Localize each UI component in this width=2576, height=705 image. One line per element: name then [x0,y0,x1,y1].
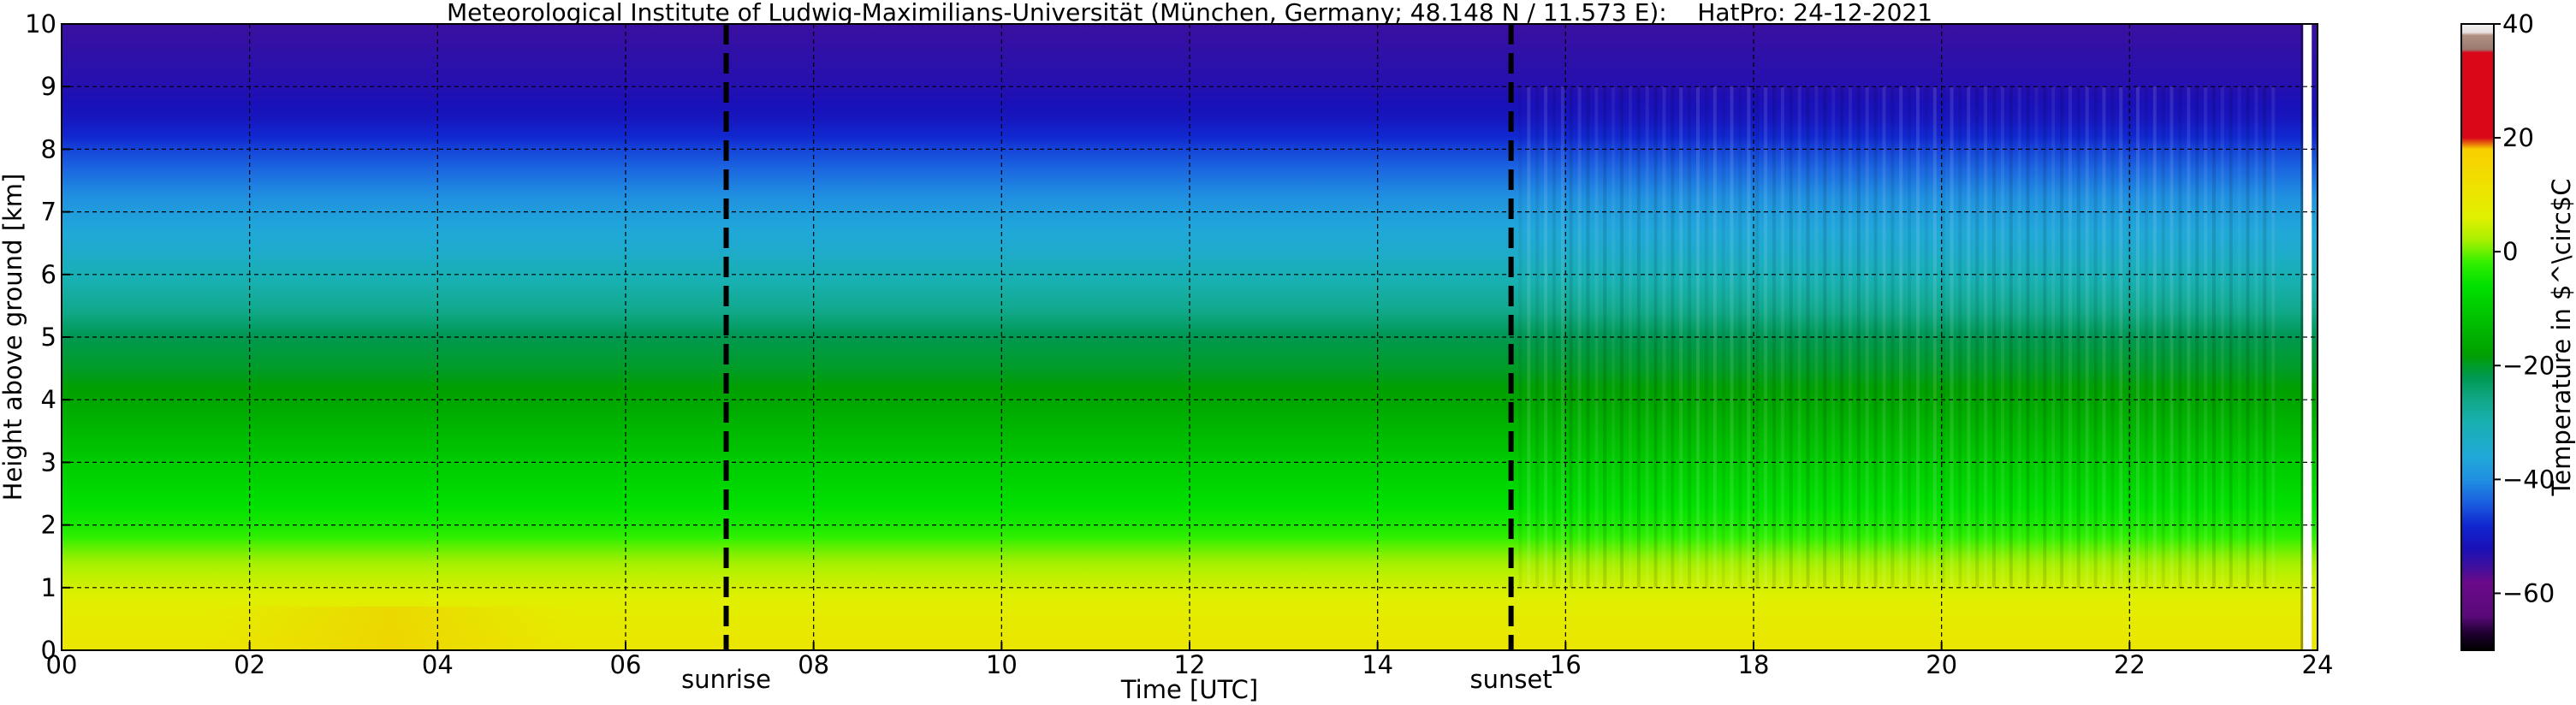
y-tick-label: 0 [41,636,56,665]
x-tick-label: 22 [2114,650,2146,679]
texture-streak [1899,86,1903,588]
texture-streak [1984,86,1988,588]
texture-streak [1544,86,1548,588]
texture-streak [2060,86,2064,588]
texture-streak [2076,86,2080,588]
data-gap [2303,24,2312,650]
texture-streak [1738,86,1742,588]
chart-title: Meteorological Institute of Ludwig-Maxim… [447,0,1932,27]
colorbar-scale [2461,24,2494,650]
texture-streak [1991,86,1996,588]
x-tick-label: 08 [798,650,829,679]
colorbar-tick-label: −20 [2502,351,2555,380]
texture-streak [1552,86,1556,588]
y-tick-label: 1 [41,573,56,602]
y-axis-label: Height above ground [km] [0,174,27,501]
y-tick-label: 6 [41,260,56,289]
y-tick-label: 5 [41,323,56,352]
x-tick-label: 14 [1362,650,1393,679]
texture-streak [1814,86,1819,588]
texture-streak [2229,86,2233,588]
y-tick-label: 3 [41,447,56,477]
texture-streak [2246,86,2250,588]
x-axis-label: Time [UTC] [1120,675,1258,704]
x-tick-label: 20 [1926,650,1957,679]
y-tick-label: 9 [41,72,56,101]
texture-streak [1721,86,1725,588]
texture-streak [2136,86,2140,588]
colorbar-tick-label: 40 [2502,9,2534,39]
sunrise-label: sunrise [681,665,771,694]
x-axis-ticks: 00 02 04 06 08 10 12 14 16 18 20 22 24 [46,642,2334,679]
texture-streak [1975,86,1979,588]
texture-streak [2254,86,2258,588]
x-tick-label: 24 [2302,650,2334,679]
texture-streak [2237,86,2241,588]
y-tick-label: 10 [25,9,56,39]
colorbar-tick-label: 0 [2502,237,2518,266]
y-axis-ticks: 0 1 2 3 4 5 6 7 8 9 10 [25,9,70,665]
texture-streak [1797,86,1801,588]
texture-streak [2085,86,2089,588]
texture-streak [1730,86,1734,588]
x-tick-label: 10 [986,650,1018,679]
texture-streak [2051,86,2056,588]
y-tick-label: 7 [41,198,56,227]
colorbar-frame [2460,23,2495,651]
colorbar: 40 20 0 −20 −40 −60 Temperature in $^\circ$C [2460,9,2576,651]
x-tick-label: 12 [1174,650,1206,679]
texture-streak [1653,86,1658,588]
y-tick-label: 8 [41,134,56,163]
texture-streak [1628,86,1632,588]
x-tick-label: 16 [1550,650,1582,679]
y-tick-label: 4 [41,385,56,414]
texture-streak [1535,86,1540,588]
texture-streak [1967,86,1971,588]
x-tick-label: 06 [610,650,642,679]
colorbar-label: Temperature in $^\circ$C [2547,178,2576,496]
texture-streak [2161,86,2165,588]
texture-streak [2169,86,2174,588]
annotations: sunrise sunset [681,24,1552,694]
x-tick-label: 00 [46,650,78,679]
y-tick-label: 2 [41,511,56,540]
texture-streak [1560,86,1564,588]
texture-streak [2068,86,2072,588]
colorbar-tick-label: −40 [2502,465,2555,494]
texture-streak [1806,86,1810,588]
texture-streak [2152,86,2157,588]
texture-streak [1712,86,1717,588]
sunset-label: sunset [1470,665,1552,694]
texture-streak [1882,86,1886,588]
texture-streak [1890,86,1895,588]
data-gap-edge [2300,24,2304,650]
texture-streak [1636,86,1641,588]
texture-streak [1645,86,1649,588]
texture-streak [1908,86,1912,588]
colorbar-tick-label: 20 [2502,123,2534,152]
grid [62,24,2318,650]
warm-surface-patch [202,606,579,650]
texture-streak [2000,86,2004,588]
colorbar-ticks: 40 20 0 −20 −40 −60 [2494,9,2555,607]
texture-streak [1569,86,1573,588]
x-tick-label: 02 [234,650,265,679]
texture-streak [1823,86,1827,588]
texture-streak [2144,86,2148,588]
x-tick-label: 04 [422,650,454,679]
colorbar-tick-label: −60 [2502,578,2555,607]
x-tick-label: 18 [1738,650,1770,679]
texture-streak [1620,86,1624,588]
